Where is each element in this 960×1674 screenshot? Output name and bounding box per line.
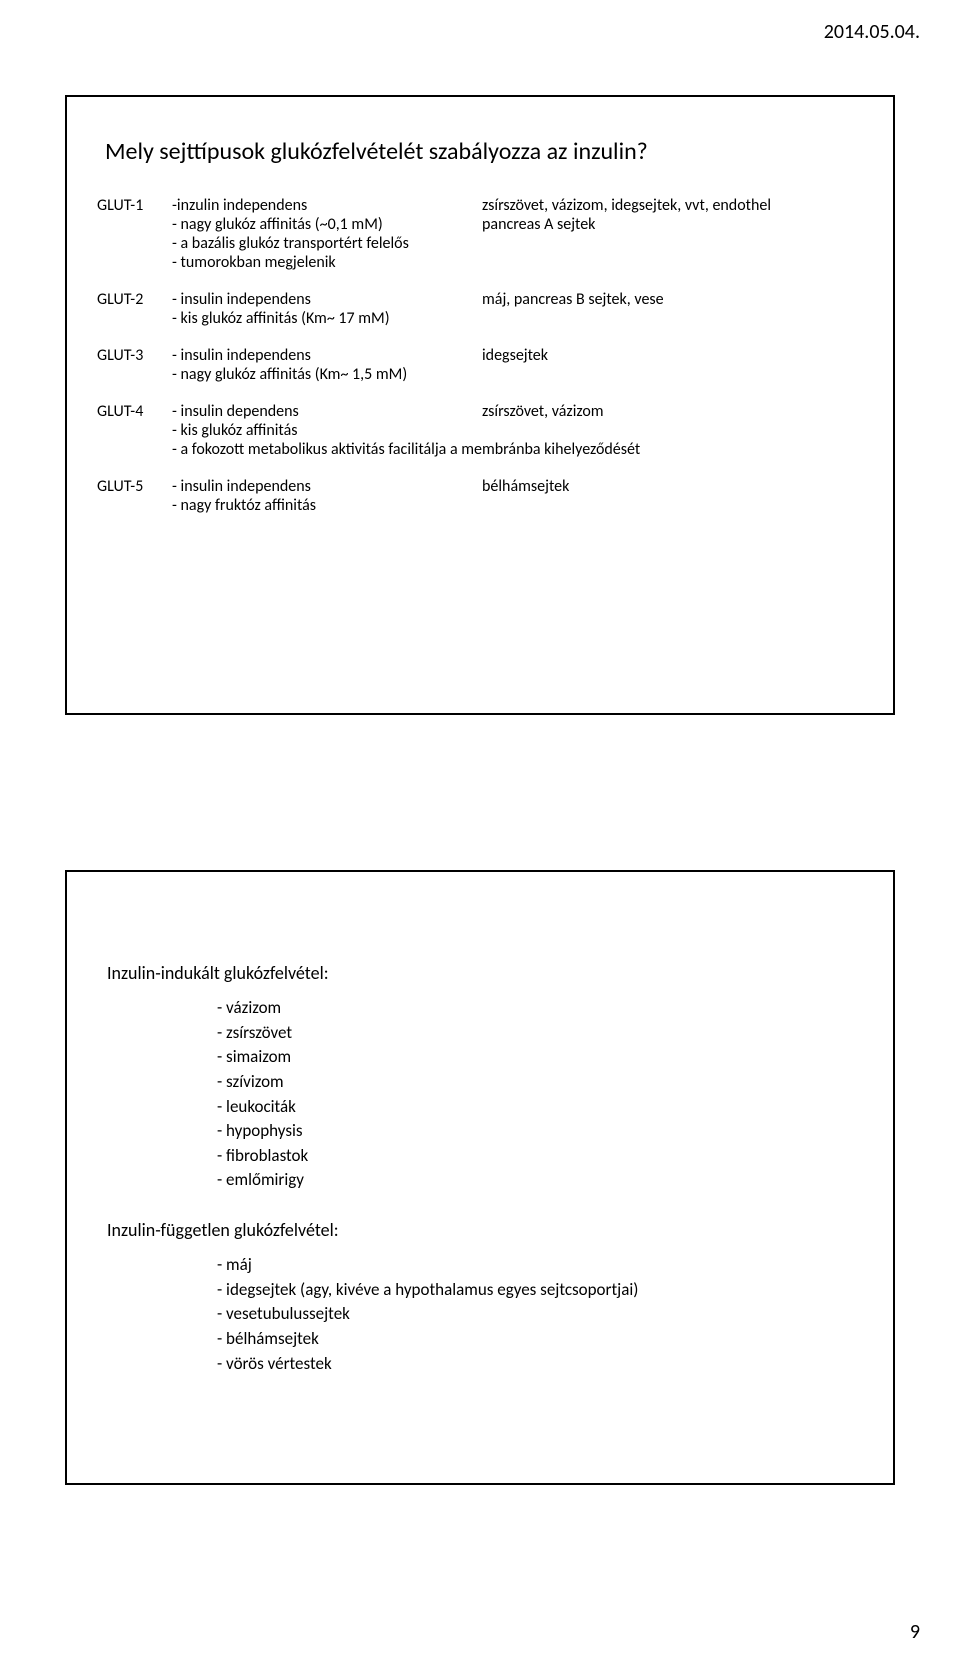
text-line: - insulin dependens [172,402,482,421]
text-line: - kis glukóz affinitás (Km~ 17 mM) [172,309,482,328]
heading-induced: Inzulin-indukált glukózfelvétel: [107,962,863,984]
date-header: 2014.05.04. [824,20,920,44]
glut-3-left: - insulin independens - nagy glukóz affi… [172,346,482,384]
text-line: - insulin independens [172,290,482,309]
glut-4-label: GLUT-4 [97,402,172,440]
list-item: - leukociták [217,1095,863,1120]
slide-2: Inzulin-indukált glukózfelvétel: - váziz… [65,870,895,1485]
list-independent: - máj - idegsejtek (agy, kivéve a hypoth… [217,1253,863,1376]
text-line: - tumorokban megjelenik [172,253,482,272]
slide-1-title: Mely sejttípusok glukózfelvételét szabál… [105,137,863,166]
glut-1-label: GLUT-1 [97,196,172,272]
list-item: - bélhámsejtek [217,1327,863,1352]
glut-2-right: máj, pancreas B sejtek, vese [482,290,863,328]
glut-4-label-empty [97,440,172,459]
list-item: - máj [217,1253,863,1278]
text-line: - a bazális glukóz transportért felelős [172,234,482,253]
text-line: - kis glukóz affinitás [172,421,482,440]
text-line: - a fokozott metabolikus aktivitás facil… [172,440,863,459]
text-line: - nagy fruktóz affinitás [172,496,482,515]
heading-independent: Inzulin-független glukózfelvétel: [107,1219,863,1241]
slide-2-content: Inzulin-indukált glukózfelvétel: - váziz… [97,962,863,1376]
text-line: - nagy glukóz affinitás (~0,1 mM) [172,215,482,234]
list-item: - idegsejtek (agy, kivéve a hypothalamus… [217,1278,863,1303]
glut-row-3: GLUT-3 - insulin independens - nagy gluk… [97,346,863,384]
list-item: - vörös vértestek [217,1352,863,1377]
page-number: 9 [910,1620,920,1644]
text-line: bélhámsejtek [482,477,863,496]
list-item: - fibroblastok [217,1144,863,1169]
text-line: zsírszövet, vázizom, idegsejtek, vvt, en… [482,196,863,215]
text-line: - nagy glukóz affinitás (Km~ 1,5 mM) [172,365,482,384]
text-line: - insulin independens [172,346,482,365]
glut-3-right: idegsejtek [482,346,863,384]
glut-5-right: bélhámsejtek [482,477,863,515]
text-line: - insulin independens [172,477,482,496]
slide-1: Mely sejttípusok glukózfelvételét szabál… [65,95,895,715]
text-line: zsírszövet, vázizom [482,402,863,421]
glut-row-4: GLUT-4 - insulin dependens - kis glukóz … [97,402,863,440]
glut-4-right: zsírszövet, vázizom [482,402,863,440]
glut-2-label: GLUT-2 [97,290,172,328]
list-item: - zsírszövet [217,1021,863,1046]
glut-row-2: GLUT-2 - insulin independens - kis glukó… [97,290,863,328]
list-item: - vesetubulussejtek [217,1302,863,1327]
glut-1-right: zsírszövet, vázizom, idegsejtek, vvt, en… [482,196,863,272]
text-line: pancreas A sejtek [482,215,863,234]
text-line: idegsejtek [482,346,863,365]
list-item: - emlőmirigy [217,1168,863,1193]
glut-2-left: - insulin independens - kis glukóz affin… [172,290,482,328]
glut-3-label: GLUT-3 [97,346,172,384]
glut-1-left: -inzulin independens - nagy glukóz affin… [172,196,482,272]
text-line: -inzulin independens [172,196,482,215]
glut-4-left: - insulin dependens - kis glukóz affinit… [172,402,482,440]
list-item: - hypophysis [217,1119,863,1144]
text-line: máj, pancreas B sejtek, vese [482,290,863,309]
glut-5-label: GLUT-5 [97,477,172,515]
list-item: - simaizom [217,1045,863,1070]
glut-row-4-full: - a fokozott metabolikus aktivitás facil… [97,440,863,459]
glut-row-5: GLUT-5 - insulin independens - nagy fruk… [97,477,863,515]
glut-row-1: GLUT-1 -inzulin independens - nagy glukó… [97,196,863,272]
list-induced: - vázizom - zsírszövet - simaizom - szív… [217,996,863,1193]
list-item: - szívizom [217,1070,863,1095]
list-item: - vázizom [217,996,863,1021]
glut-5-left: - insulin independens - nagy fruktóz aff… [172,477,482,515]
